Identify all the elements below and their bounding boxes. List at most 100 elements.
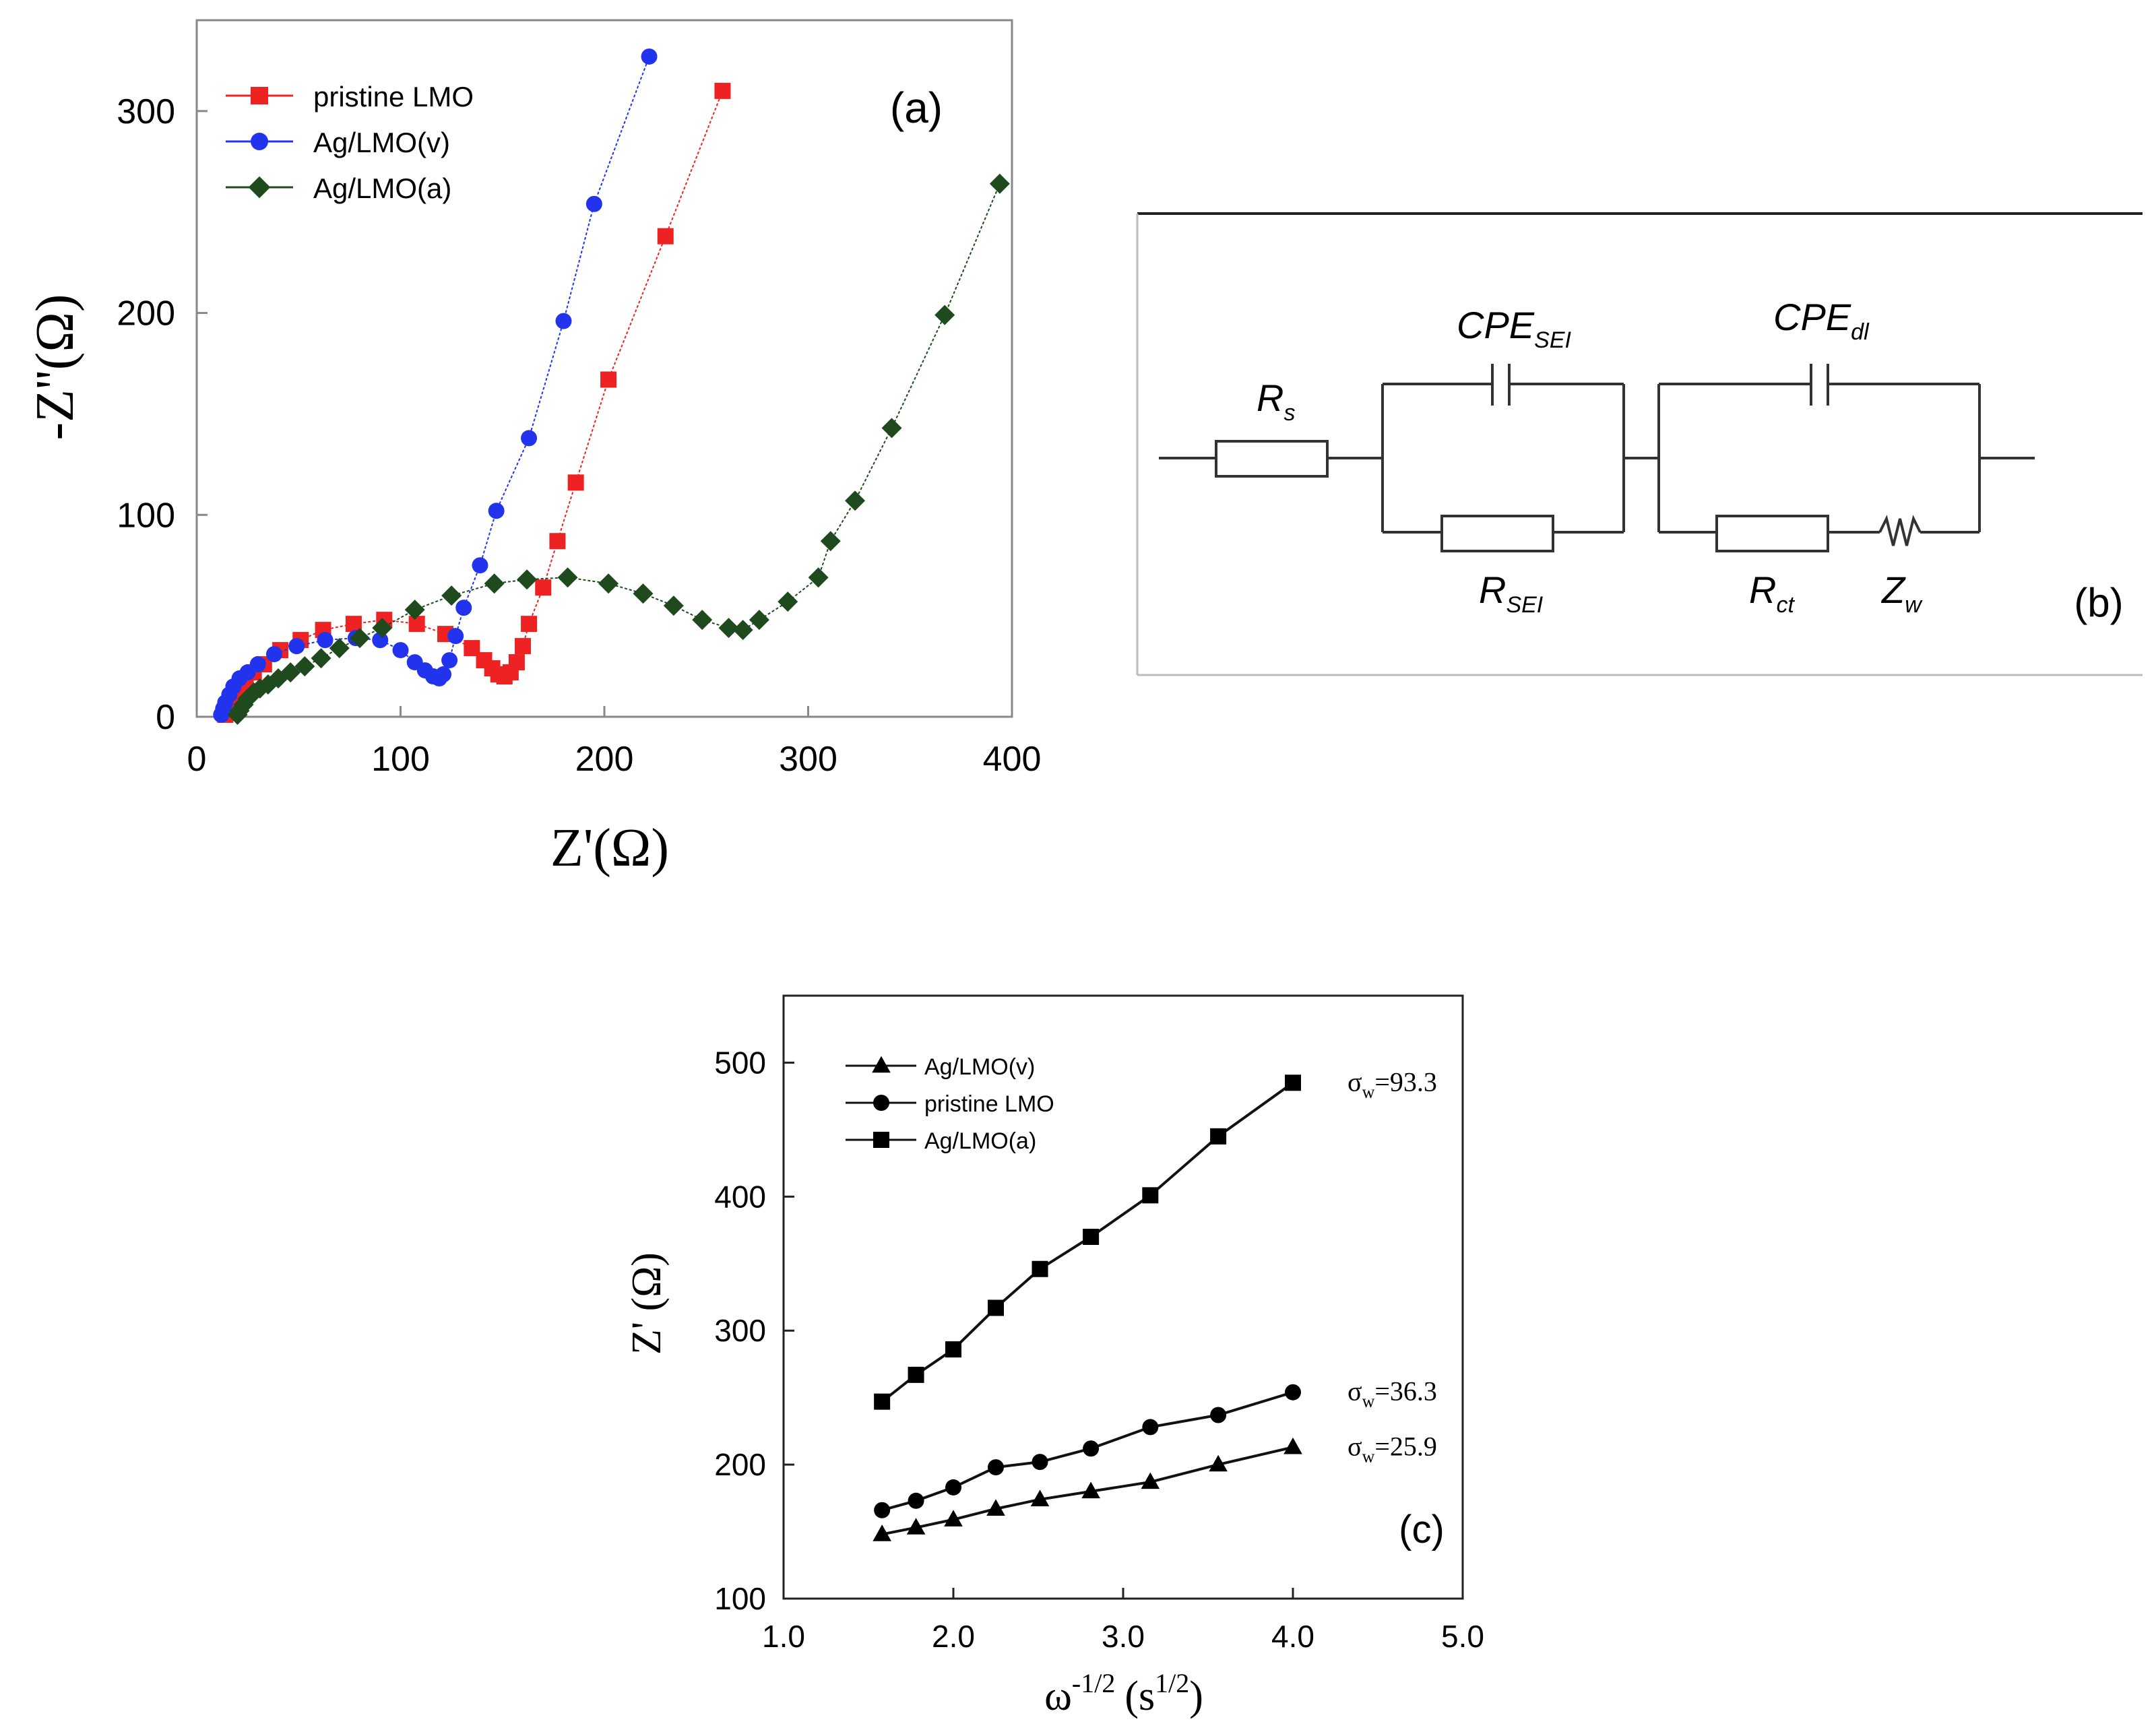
label-cpe-dl: CPEdl [1773,296,1870,345]
data-point [249,656,266,673]
data-point [1209,1454,1228,1472]
data-point [934,304,955,325]
data-point [1142,1419,1159,1436]
data-point [484,573,505,594]
data-point [1083,1440,1100,1457]
data-point [294,656,315,677]
legend-marker [873,1132,889,1148]
data-point [280,662,301,683]
data-point [372,618,393,639]
label-rsei: RSEI [1479,569,1544,618]
data-point [317,632,334,649]
panel-a-label: (a) [890,84,943,132]
data-point [455,600,472,616]
data-point [988,1459,1004,1476]
data-point [714,82,731,99]
data-point [873,1524,891,1541]
resistor-rsei [1440,515,1554,552]
data-point [1210,1128,1227,1145]
legend-label: Ag/LMO(a) [924,1128,1036,1154]
series-line [224,90,724,715]
resistor-rs [1215,440,1329,478]
legend-label: pristine LMO [924,1091,1054,1117]
data-point [988,1299,1004,1316]
data-point [808,567,829,588]
data-point [1083,1229,1100,1245]
panel-a-legend: pristine LMO Ag/LMO(v) Ag/LMO(a) [226,81,474,204]
panel-a-y-axis-title: -Z''(Ω) [26,294,85,440]
x-tick-label: 4.0 [1271,1619,1314,1654]
data-point [1142,1187,1159,1204]
legend-marker [248,176,271,199]
data-point [1283,1437,1302,1454]
panel-b-label: (b) [2074,580,2123,625]
data-point [517,569,538,590]
data-point [1032,1454,1048,1471]
data-point [447,628,464,645]
panel-c-chart: 1.0 2.0 3.0 4.0 5.0 100 200 300 400 500 Ag/LMO(v)… [624,994,1484,1719]
data-point [778,591,798,612]
panel-c-ticks: 1.0 2.0 3.0 4.0 5.0 100 200 300 400 500 [714,1045,1484,1654]
slope-annotation: σw=93.3 [1348,1066,1437,1101]
y-tick-label: 100 [117,496,175,535]
x-tick-label: 200 [575,740,634,779]
x-tick-label: 0 [187,740,207,779]
data-point [944,1510,963,1527]
data-point [329,638,350,659]
panel-c-y-axis-title: Z' (Ω) [624,1252,670,1355]
data-point [749,610,769,631]
legend-label: Ag/LMO(a) [313,172,451,204]
data-point [521,430,538,447]
data-point [288,638,305,655]
legend-label: pristine LMO [313,81,474,113]
data-point [508,654,525,671]
x-tick-label: 100 [371,740,430,779]
data-point [585,195,602,212]
data-point [521,616,538,633]
data-point [945,1341,961,1358]
legend-marker [873,1095,889,1111]
series-line [220,56,650,715]
data-point [350,628,370,649]
data-point [1032,1260,1048,1277]
data-point [732,620,753,641]
panel-c-annotations: σw=25.9 σw=36.3 σw=93.3 [1348,1066,1437,1466]
x-tick-label: 5.0 [1441,1619,1484,1654]
x-tick-label: 2.0 [932,1619,975,1654]
x-tick-label: 400 [983,740,1042,779]
data-point [692,610,713,631]
x-tick-label: 3.0 [1102,1619,1145,1654]
data-point [906,1518,926,1535]
label-rct: Rct [1749,569,1795,618]
data-point [1285,1074,1301,1091]
data-point [874,1393,891,1410]
y-tick-label: 300 [714,1313,766,1348]
panel-a-series [213,48,1010,726]
data-point [441,585,462,606]
label-rs: Rs [1257,377,1295,426]
slope-annotation: σw=36.3 [1348,1376,1437,1411]
panel-a-ticks: 0 100 200 300 400 0 100 200 300 [117,92,1041,779]
data-point [1081,1481,1100,1499]
legend-label: Ag/LMO(v) [924,1054,1035,1080]
legend-marker [251,133,268,150]
warburg-element [1878,515,1922,546]
y-tick-label: 100 [714,1581,766,1616]
data-point [945,1479,961,1496]
data-point [908,1492,924,1509]
slope-annotation: σw=25.9 [1348,1431,1437,1466]
legend-marker [251,87,268,104]
data-point [408,616,425,633]
data-point [908,1366,924,1383]
label-cpe-sei: CPESEI [1457,304,1572,353]
y-tick-label: 500 [714,1045,766,1080]
legend-label: Ag/LMO(v) [313,127,450,158]
label-zw: Zw [1880,569,1923,618]
data-point [1141,1472,1160,1489]
panel-a-chart: 0 100 200 300 400 0 100 200 300 pristine LMO Ag/L… [26,19,1041,878]
panel-c-series [873,1074,1302,1541]
data-point [392,642,409,659]
data-point [874,1502,891,1518]
data-point [600,371,617,388]
